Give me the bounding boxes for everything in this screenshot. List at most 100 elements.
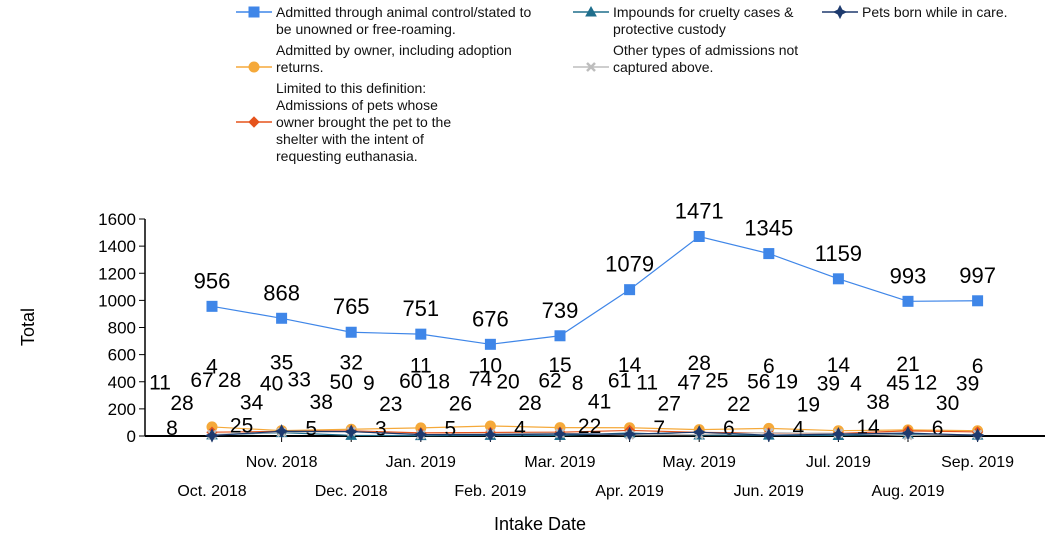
x-tick-label: Dec. 2018 [315, 483, 388, 500]
marker [274, 424, 289, 439]
data-label: 4 [793, 417, 805, 440]
data-label: 33 [288, 369, 311, 392]
marker [554, 330, 566, 342]
data-label: 14 [827, 354, 851, 377]
marker [552, 426, 568, 442]
marker [586, 62, 596, 72]
data-label: 765 [333, 294, 370, 319]
data-label: 28 [688, 352, 711, 375]
marker [484, 338, 496, 350]
y-tick-label: 400 [108, 373, 136, 392]
data-label: 23 [379, 393, 402, 416]
data-label: 38 [866, 391, 889, 414]
x-tick-label: Aug. 2019 [872, 483, 945, 500]
x-tick-label: May. 2019 [662, 454, 736, 471]
marker [248, 6, 260, 18]
data-label: 28 [218, 369, 241, 392]
x-tick-label: Nov. 2018 [246, 454, 318, 471]
data-label: 32 [340, 352, 363, 375]
data-label: 39 [956, 373, 979, 396]
data-label: 67 [190, 369, 213, 392]
data-label: 676 [472, 306, 509, 331]
data-label: 9 [363, 372, 375, 395]
data-label: 12 [914, 371, 937, 394]
marker [832, 273, 844, 285]
marker [761, 428, 776, 443]
legend-swatch [573, 62, 609, 72]
data-label: 10 [479, 355, 502, 378]
data-label: 41 [588, 390, 611, 413]
data-label: 868 [263, 280, 300, 305]
marker [970, 428, 985, 443]
data-label: 25 [230, 415, 253, 438]
data-label: 1079 [605, 252, 654, 277]
legend-swatch [236, 61, 272, 73]
marker [204, 428, 220, 443]
data-label: 25 [705, 370, 728, 393]
x-tick-label: Oct. 2018 [177, 483, 246, 500]
marker [692, 425, 707, 440]
data-label: 18 [427, 371, 450, 394]
data-label: 28 [518, 392, 541, 415]
legend-swatch [236, 6, 272, 18]
marker [972, 295, 984, 307]
legend-entry: Limited to this definition: Admissions o… [236, 80, 476, 165]
legend-entry: Other types of admissions not captured a… [573, 42, 813, 76]
series-line [211, 235, 978, 345]
marker [585, 5, 597, 17]
x-axis-title: Intake Date [494, 514, 586, 534]
data-label: 7 [653, 417, 665, 440]
data-label: 62 [538, 370, 561, 393]
data-label: 4 [850, 372, 862, 395]
y-tick-label: 200 [108, 400, 136, 419]
marker [832, 4, 848, 20]
data-label: 15 [548, 354, 571, 377]
data-label: 4 [206, 355, 218, 378]
data-label: 11 [149, 372, 171, 395]
data-label: 30 [936, 392, 959, 415]
marker [248, 116, 260, 128]
data-label: 47 [678, 372, 701, 395]
data-label: 19 [775, 370, 798, 393]
data-label: 3 [375, 418, 387, 441]
data-label: 8 [166, 417, 178, 440]
marker [345, 326, 357, 338]
y-axis-title: Total [18, 308, 38, 346]
x-tick-label: Apr. 2019 [595, 483, 664, 500]
data-label: 35 [270, 351, 293, 374]
data-label: 993 [890, 263, 927, 288]
legend-swatch [822, 4, 858, 20]
data-label: 56 [747, 370, 770, 393]
data-label: 997 [959, 263, 996, 288]
data-label: 74 [469, 368, 493, 391]
marker [276, 312, 288, 324]
data-label: 28 [170, 392, 193, 415]
x-tick-label: Jul. 2019 [806, 454, 871, 471]
data-label: 11 [410, 355, 432, 378]
legend-swatch [573, 5, 609, 17]
data-label: 38 [310, 391, 333, 414]
marker [831, 426, 846, 442]
data-label: 11 [636, 372, 658, 395]
data-label: 1471 [675, 198, 724, 223]
series-line [211, 425, 978, 432]
data-label: 34 [240, 391, 264, 414]
marker [900, 426, 916, 441]
legend-swatch [236, 116, 272, 128]
data-label: 21 [896, 353, 919, 376]
marker [624, 284, 636, 296]
x-tick-label: Feb. 2019 [454, 483, 526, 500]
legend-entry: Admitted through animal control/stated t… [236, 4, 546, 38]
data-label: 27 [658, 392, 681, 415]
data-label: 6 [763, 355, 775, 378]
data-label: 61 [608, 370, 631, 393]
marker [248, 61, 260, 73]
marker [344, 424, 359, 439]
data-label: 40 [260, 373, 283, 396]
marker [206, 300, 218, 312]
marker [763, 248, 775, 260]
data-label: 8 [572, 372, 584, 395]
x-tick-label: Jan. 2019 [386, 454, 456, 471]
data-label: 20 [496, 370, 519, 393]
y-tick-label: 0 [127, 427, 136, 446]
